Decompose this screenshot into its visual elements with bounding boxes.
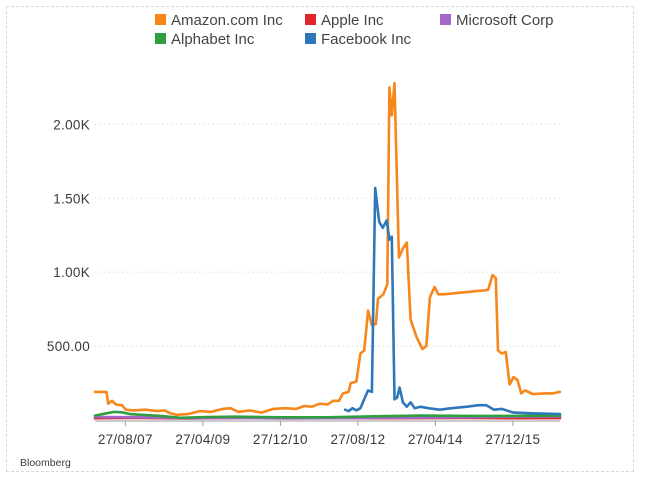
series-line-alphabet-inc [93,410,562,420]
legend-item-alphabet-inc: Alphabet Inc [155,31,255,48]
series-line-facebook-inc [343,186,562,416]
x-tick-label: 27/12/15 [485,432,540,447]
legend-label: Apple Inc [321,12,384,29]
legend-item-facebook-inc: Facebook Inc [305,31,412,48]
y-tick-label: 500.00 [47,339,90,354]
source-label: Bloomberg [20,457,71,469]
x-axis: 27/08/07 27/04/09 27/12/10 27/08/12 27/04/14… [95,420,560,447]
legend: Amazon.com Inc Apple Inc Microsoft Corp Alp… [155,12,554,48]
chart-frame [6,6,634,472]
x-tick-label: 27/04/14 [408,432,463,447]
legend-swatch [440,14,451,25]
x-tick-label: 27/08/12 [330,432,385,447]
grid [95,123,560,347]
legend-swatch [155,33,166,44]
y-tick-label: 2.00K [53,117,90,132]
series-line-amazon-com-inc [93,81,562,417]
legend-label: Microsoft Corp [456,12,554,29]
legend-swatch [155,14,166,25]
x-tick-label: 27/08/07 [98,432,153,447]
legend-item-amazon-com-inc: Amazon.com Inc [155,12,283,29]
legend-label: Alphabet Inc [171,31,255,48]
legend-swatch [305,33,316,44]
x-tick-label: 27/12/10 [253,432,308,447]
x-tick-label: 27/04/09 [175,432,230,447]
y-axis: 500.00 1.00K 1.50K 2.00K [47,117,90,354]
y-tick-label: 1.50K [53,191,90,206]
legend-swatch [305,14,316,25]
y-tick-label: 1.00K [53,265,90,280]
series-group [93,81,562,420]
legend-item-apple-inc: Apple Inc [305,12,384,29]
legend-item-microsoft-corp: Microsoft Corp [440,12,554,29]
legend-label: Facebook Inc [321,31,412,48]
legend-label: Amazon.com Inc [171,12,283,29]
